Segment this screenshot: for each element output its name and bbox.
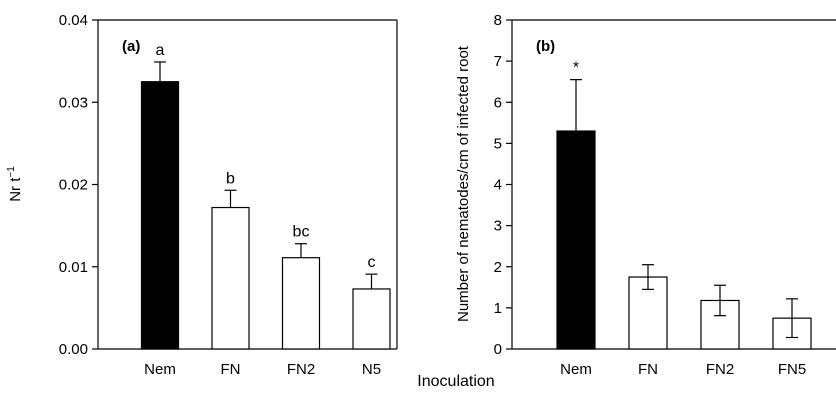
y-tick-label: 6 — [494, 94, 502, 111]
panel-label: (b) — [536, 38, 555, 55]
significance-label: c — [368, 254, 376, 271]
y-tick-label: 4 — [494, 177, 502, 194]
panel-a: 0.00 0.01 0.02 0.03 0.04 (a) Nr t−1 a Nem b FN bc FN… — [6, 12, 398, 378]
y-axis-label: Number of nematodes/cm of infected root — [455, 45, 472, 322]
y-tick-label: 0.03 — [59, 94, 88, 111]
y-tick-label: 0.01 — [59, 259, 88, 276]
x-tick-label: FN5 — [778, 361, 806, 378]
bar — [211, 206, 250, 350]
y-tick-label: 0.02 — [59, 177, 88, 194]
significance-label: b — [226, 170, 235, 187]
y-tick-label: 2 — [494, 259, 502, 276]
x-tick-label: N5 — [362, 361, 381, 378]
x-tick-label: FN — [638, 361, 658, 378]
x-tick-label: FN2 — [287, 361, 315, 378]
y-tick-label: 0.04 — [59, 12, 88, 29]
x-tick-label: FN2 — [706, 361, 734, 378]
y-tick-label: 3 — [494, 218, 502, 235]
y-tick-label: 7 — [494, 53, 502, 70]
bar — [281, 257, 321, 350]
x-tick-label: Nem — [560, 361, 592, 378]
significance-label: a — [156, 42, 165, 59]
y-tick-label: 1 — [494, 300, 502, 317]
panel-label: (a) — [122, 38, 140, 55]
y-tick-label: 0.00 — [59, 341, 88, 358]
y-tick-label: 8 — [494, 12, 502, 29]
x-tick-label: FN — [221, 361, 241, 378]
significance-label: bc — [293, 224, 310, 241]
bar — [140, 81, 180, 350]
y-tick-label: 0 — [494, 341, 502, 358]
y-tick-label: 5 — [494, 135, 502, 152]
x-tick-label: Nem — [144, 361, 176, 378]
panel-b: 0 1 2 3 4 5 6 7 8 (b) Number of nematodes/cm of in… — [455, 12, 836, 378]
x-axis-label: Inoculation — [417, 373, 494, 390]
bar — [556, 130, 596, 350]
significance-label: * — [573, 60, 579, 77]
y-axis-label: Nr t−1 — [6, 166, 24, 202]
bar — [352, 288, 391, 350]
